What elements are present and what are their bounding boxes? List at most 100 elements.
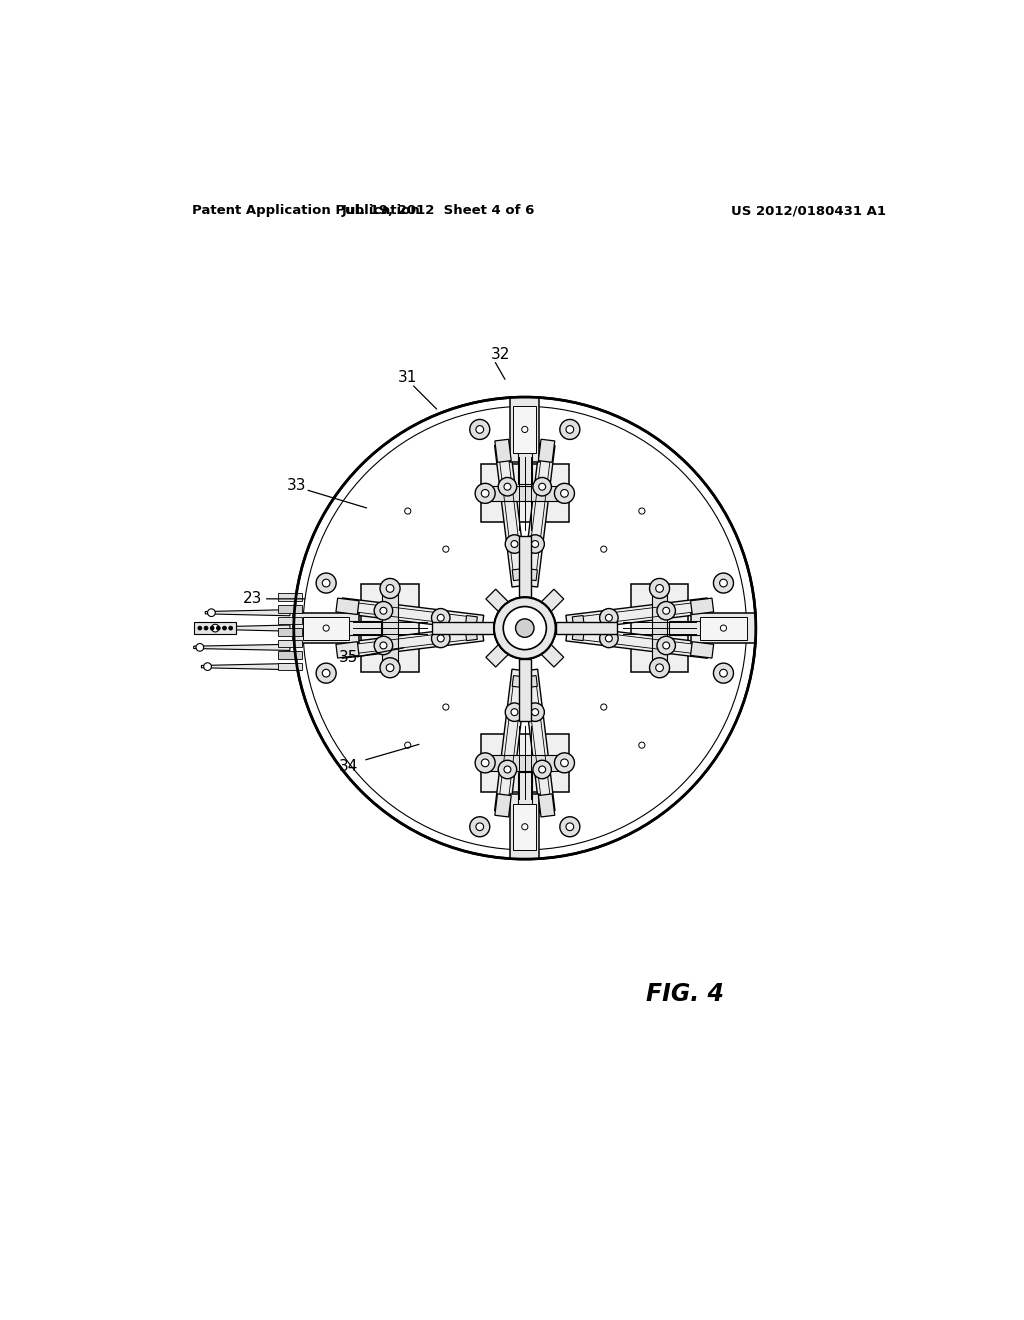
Circle shape [600, 609, 618, 627]
Circle shape [374, 636, 392, 655]
Circle shape [431, 630, 450, 648]
Polygon shape [525, 569, 538, 581]
Circle shape [649, 657, 670, 677]
Circle shape [560, 490, 568, 498]
Circle shape [470, 817, 489, 837]
Polygon shape [279, 640, 301, 647]
Circle shape [437, 635, 444, 642]
Polygon shape [539, 793, 555, 817]
Polygon shape [209, 626, 290, 631]
Circle shape [475, 483, 496, 503]
Text: 33: 33 [287, 478, 306, 494]
Text: 23: 23 [243, 591, 262, 606]
Polygon shape [525, 676, 538, 688]
Polygon shape [485, 589, 509, 612]
Polygon shape [294, 614, 358, 643]
Circle shape [481, 759, 489, 767]
Polygon shape [480, 465, 569, 523]
Polygon shape [513, 804, 537, 850]
Circle shape [601, 704, 607, 710]
Circle shape [228, 626, 232, 630]
Polygon shape [539, 440, 555, 462]
Circle shape [316, 663, 336, 684]
Circle shape [437, 614, 444, 622]
Polygon shape [480, 734, 569, 792]
Circle shape [526, 535, 545, 553]
Polygon shape [690, 642, 714, 659]
Circle shape [380, 642, 387, 649]
Polygon shape [303, 616, 349, 640]
Circle shape [504, 766, 511, 774]
Circle shape [216, 626, 220, 630]
Polygon shape [465, 615, 477, 627]
Circle shape [720, 579, 727, 587]
Polygon shape [669, 622, 720, 635]
Circle shape [380, 578, 400, 598]
Polygon shape [486, 755, 563, 771]
Circle shape [560, 817, 580, 837]
Circle shape [323, 626, 330, 631]
Text: 35: 35 [339, 649, 358, 665]
Polygon shape [512, 676, 524, 688]
Circle shape [554, 752, 574, 774]
Polygon shape [541, 644, 564, 667]
Circle shape [539, 766, 546, 774]
Circle shape [374, 602, 392, 620]
Circle shape [566, 425, 573, 433]
Circle shape [499, 760, 517, 779]
Circle shape [515, 619, 535, 638]
Polygon shape [279, 616, 301, 624]
Circle shape [521, 824, 528, 830]
Circle shape [211, 624, 219, 632]
Circle shape [386, 585, 394, 593]
Circle shape [442, 546, 449, 552]
Text: 31: 31 [398, 371, 418, 385]
Circle shape [505, 535, 523, 553]
Circle shape [323, 579, 330, 587]
Circle shape [600, 630, 618, 648]
Circle shape [605, 614, 612, 622]
Polygon shape [572, 628, 585, 640]
Polygon shape [279, 628, 301, 636]
Circle shape [511, 709, 518, 715]
Circle shape [663, 607, 670, 614]
Circle shape [531, 709, 539, 715]
Circle shape [649, 578, 670, 598]
Polygon shape [700, 616, 746, 640]
Polygon shape [572, 615, 585, 627]
Polygon shape [194, 644, 290, 651]
Text: 34: 34 [339, 759, 358, 775]
Circle shape [714, 663, 733, 684]
Polygon shape [382, 590, 397, 667]
Circle shape [515, 619, 535, 638]
Polygon shape [340, 598, 483, 631]
Circle shape [655, 585, 664, 593]
Polygon shape [518, 772, 531, 824]
Circle shape [204, 626, 208, 630]
Polygon shape [495, 440, 511, 462]
Circle shape [720, 626, 727, 631]
Circle shape [531, 541, 539, 548]
Circle shape [196, 644, 204, 651]
Circle shape [639, 742, 645, 748]
Polygon shape [512, 569, 524, 581]
Circle shape [655, 664, 664, 672]
Polygon shape [465, 628, 477, 640]
Circle shape [560, 420, 580, 440]
Circle shape [470, 420, 489, 440]
Polygon shape [513, 407, 537, 453]
Polygon shape [566, 598, 710, 631]
Polygon shape [330, 622, 381, 635]
Circle shape [714, 573, 733, 593]
Polygon shape [485, 644, 509, 667]
Polygon shape [495, 793, 511, 817]
Polygon shape [279, 594, 301, 601]
Circle shape [526, 704, 545, 722]
Polygon shape [510, 795, 540, 859]
Circle shape [404, 742, 411, 748]
Circle shape [505, 704, 523, 722]
Polygon shape [361, 583, 419, 672]
Polygon shape [541, 589, 564, 612]
Circle shape [601, 546, 607, 552]
Text: 32: 32 [490, 347, 510, 362]
